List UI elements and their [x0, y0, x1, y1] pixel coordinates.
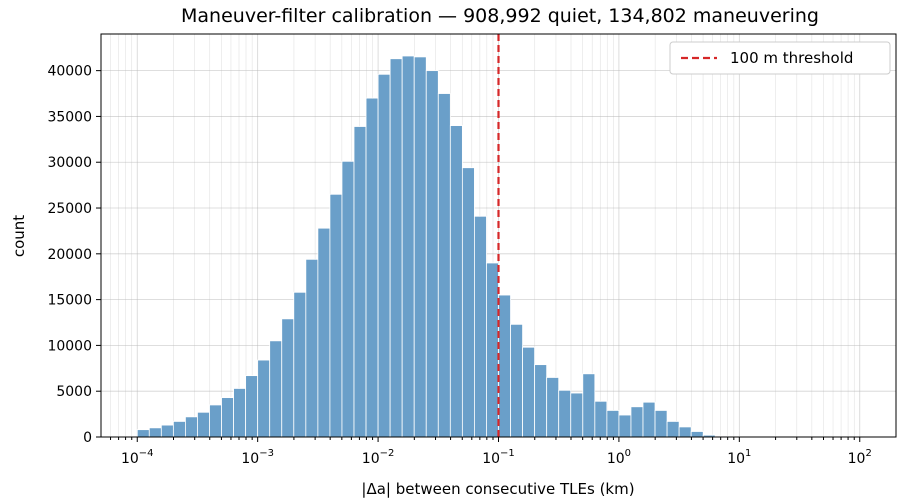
legend: 100 m threshold	[669, 41, 891, 75]
x-tick-label: 10−4	[121, 448, 154, 467]
histogram-bar	[449, 125, 463, 438]
histogram-bar	[281, 318, 295, 438]
histogram-bar	[245, 375, 259, 438]
histogram-bar	[678, 426, 692, 438]
y-tick-label: 10000	[47, 338, 92, 354]
histogram-bars	[136, 55, 873, 438]
x-tick-label: 10−1	[482, 448, 515, 467]
histogram-bar	[377, 73, 391, 438]
histogram-bar	[606, 410, 620, 438]
histogram-bar	[401, 55, 415, 438]
histogram-bar	[209, 404, 222, 438]
histogram-bar	[233, 388, 247, 438]
legend-threshold-label: 100 m threshold	[730, 49, 853, 67]
histogram-bar	[148, 427, 162, 438]
x-tick-label: 10−3	[241, 448, 274, 467]
histogram-bar	[329, 193, 343, 438]
histogram-bar	[365, 97, 379, 438]
histogram-bar	[413, 56, 427, 438]
histogram-bar	[160, 424, 174, 438]
histogram-bar	[293, 291, 307, 438]
histogram-bar	[317, 227, 331, 438]
y-tick-label: 30000	[47, 155, 92, 171]
histogram-bar	[522, 346, 536, 438]
histogram-bar	[558, 389, 572, 438]
histogram-bar	[630, 406, 644, 438]
histogram-bar	[534, 364, 548, 438]
histogram-bar	[341, 160, 355, 438]
histogram-bar	[172, 421, 186, 438]
histogram-bar	[474, 215, 487, 438]
histogram-bar	[425, 70, 439, 438]
histogram-bar	[594, 400, 608, 438]
histogram-bar	[618, 414, 632, 438]
histogram-bar	[498, 294, 511, 438]
y-tick-label: 5000	[56, 384, 92, 400]
y-tick-label: 15000	[47, 293, 92, 309]
histogram-bar	[642, 401, 656, 438]
legend-box	[669, 41, 891, 75]
histogram-bar	[461, 167, 475, 438]
x-tick-label: 101	[727, 448, 751, 467]
x-tick-label: 10−2	[362, 448, 395, 467]
y-tick-label: 0	[83, 430, 92, 446]
x-tick-label: 102	[848, 448, 872, 467]
x-tick-label: 100	[607, 448, 631, 467]
histogram-bar	[654, 410, 668, 438]
histogram-bar	[136, 429, 150, 438]
histogram-bar	[257, 359, 271, 438]
y-tick-label: 35000	[47, 109, 92, 125]
histogram-bar	[570, 392, 584, 438]
histogram-bar	[510, 323, 523, 438]
x-axis-label: |Δa| between consecutive TLEs (km)	[361, 480, 634, 498]
histogram-bar	[437, 93, 451, 438]
histogram-bar	[690, 431, 704, 438]
histogram-bar	[582, 373, 596, 438]
x-axis-ticks: 10−4 10−3 10−2 10−1 100 101 102	[110, 437, 872, 467]
y-axis-label: count	[10, 215, 28, 257]
histogram-bar	[389, 58, 403, 438]
y-tick-label: 40000	[47, 64, 92, 80]
histogram-bar	[305, 258, 319, 438]
histogram-bar	[269, 340, 283, 438]
histogram-bar	[486, 262, 499, 438]
histogram-bar	[185, 416, 198, 438]
y-tick-label: 20000	[47, 247, 92, 263]
histogram-bar	[221, 397, 234, 438]
histogram-bar	[666, 421, 680, 438]
histogram-bar	[546, 377, 560, 438]
y-axis-ticks: 0 5000 10000 15000 20000 25000 30000 35000 40000	[47, 64, 101, 446]
chart-title: Maneuver-filter calibration — 908,992 qu…	[181, 5, 819, 27]
y-tick-label: 25000	[47, 201, 92, 217]
histogram-bar	[353, 126, 367, 438]
histogram-bar	[197, 411, 210, 438]
